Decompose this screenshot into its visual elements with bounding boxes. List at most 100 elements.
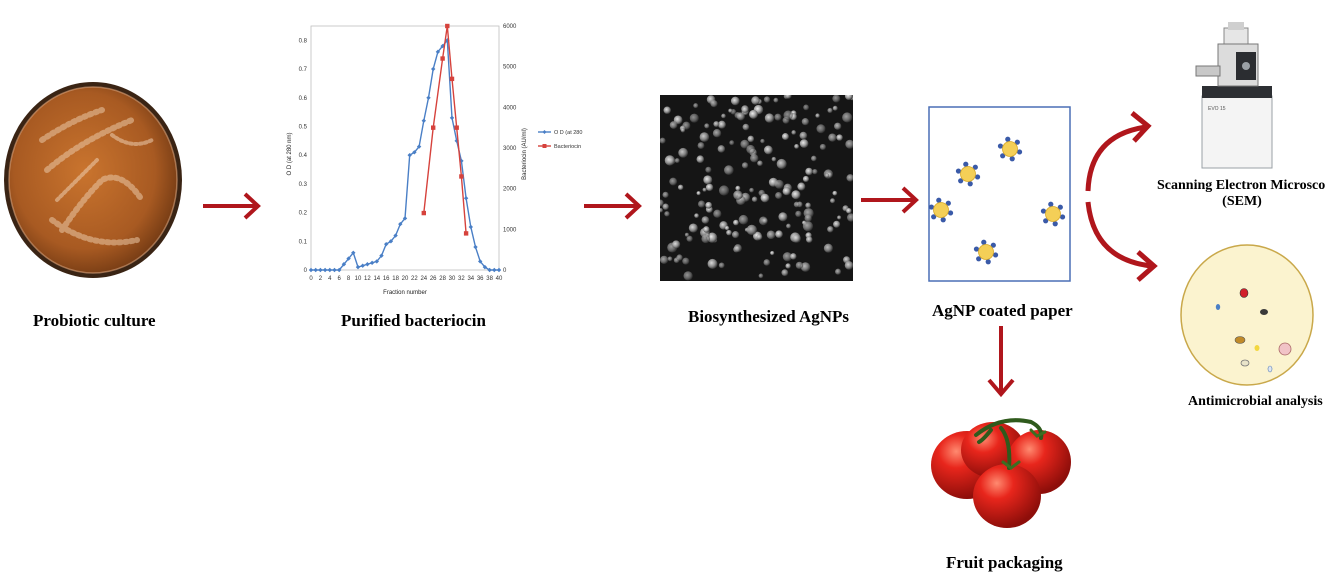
- chart-ylabel-left: O D (at 280 nm): [287, 132, 293, 175]
- y-left-tick-label: 0.5: [299, 124, 308, 130]
- y-left-tick-label: 0.3: [299, 182, 308, 188]
- legend-label: O D (at 280 nm): [554, 130, 583, 136]
- x-tick-label: 38: [486, 276, 493, 282]
- od-point: [374, 259, 379, 264]
- nanoparticle: [684, 232, 690, 237]
- od-point: [449, 115, 455, 121]
- agnp-coated-paper-diagram: [928, 106, 1071, 282]
- nanoparticle: [770, 250, 775, 256]
- nanoparticle: [825, 173, 830, 178]
- od-point: [431, 66, 436, 72]
- nanoparticle: [762, 218, 768, 224]
- nanoparticle: [766, 230, 776, 240]
- nanoparticle: [712, 129, 722, 138]
- caption-purified-bacteriocin: Purified bacteriocin: [341, 311, 486, 330]
- nanoparticle: [806, 236, 813, 243]
- od-point: [351, 250, 356, 255]
- od-point: [393, 233, 398, 238]
- od-point: [416, 144, 422, 149]
- series-line-bacteriocin: [423, 25, 467, 234]
- y-left-tick-label: 0.8: [299, 38, 308, 44]
- nanoparticle: [672, 240, 681, 249]
- nanoparticle: [783, 110, 793, 120]
- nanoparticle: [705, 166, 712, 173]
- od-point: [407, 152, 412, 158]
- nanoparticle: [717, 145, 726, 153]
- x-tick-label: 34: [467, 276, 474, 282]
- nanoparticle: [746, 144, 756, 154]
- nanoparticle: [846, 174, 853, 182]
- nanoparticle: [728, 108, 733, 113]
- probiotic-culture-plate: [2, 80, 184, 280]
- caption-agnp-coated-paper: AgNP coated paper: [932, 301, 1073, 320]
- od-point: [402, 216, 408, 221]
- y-left-tick-label: 0.6: [299, 96, 308, 102]
- od-point: [313, 267, 318, 273]
- od-point: [327, 267, 332, 273]
- nanoparticle: [786, 223, 791, 229]
- nanoparticle: [724, 225, 730, 231]
- nanoparticle: [794, 143, 800, 149]
- nanoparticle: [812, 168, 818, 175]
- nanoparticle: [750, 154, 759, 163]
- nanoparticle: [693, 103, 699, 109]
- nanoparticle: [819, 143, 827, 151]
- od-point: [487, 267, 492, 273]
- nanoparticle: [842, 112, 853, 123]
- nanoparticle: [776, 158, 787, 169]
- nanoparticle: [774, 113, 782, 121]
- nanoparticle: [760, 193, 770, 203]
- chart-xlabel: Fraction number: [383, 290, 427, 296]
- nanoparticle: [713, 209, 722, 218]
- curved-arrow-up-icon: [1085, 111, 1152, 192]
- nanoparticle: [686, 235, 693, 242]
- nanoparticle: [763, 96, 771, 103]
- agnp-micrograph-image: [660, 95, 853, 281]
- nanoparticle: [660, 199, 664, 207]
- chart-plot-area: [310, 25, 500, 271]
- nanoparticle: [680, 128, 686, 133]
- nanoparticle: [785, 95, 792, 99]
- coated-nanoparticle: [955, 161, 981, 187]
- nanoparticle: [828, 133, 837, 142]
- nanoparticle: [697, 200, 706, 208]
- od-point: [492, 267, 497, 273]
- nanoparticle: [836, 134, 843, 141]
- od-point: [412, 150, 417, 155]
- x-tick-label: 2: [319, 276, 323, 282]
- nanoparticle: [741, 105, 749, 113]
- nanoparticle: [816, 124, 826, 134]
- nanoparticle: [774, 179, 784, 189]
- y-left-tick-label: 0.7: [299, 67, 308, 73]
- od-point: [379, 253, 384, 258]
- nanoparticle: [662, 203, 669, 210]
- nanoparticle: [676, 254, 683, 261]
- od-point: [318, 267, 323, 273]
- nanoparticle: [801, 118, 810, 126]
- x-tick-label: 36: [477, 276, 484, 282]
- nanoparticle: [833, 220, 841, 228]
- nanoparticle: [710, 100, 718, 108]
- nanoparticle: [805, 167, 813, 176]
- nanoparticle: [677, 184, 684, 191]
- nanoparticle: [705, 201, 713, 209]
- bacteriocin-point: [463, 231, 469, 236]
- series-line-od: [311, 38, 499, 271]
- nanoparticle: [775, 230, 783, 239]
- nanoparticle: [846, 208, 852, 214]
- bacteriocin-point: [459, 174, 464, 179]
- nanoparticle: [799, 131, 808, 140]
- instrument-label: EVO 15: [1208, 106, 1226, 112]
- bacteriocin-chart: 0 2 4 6 8 10 12 14 16 18 20 22 24 26 28 30 32 34 36 38 4000.…: [287, 23, 583, 296]
- nanoparticle: [797, 182, 806, 191]
- arrow-right-icon: [861, 186, 919, 214]
- nanoparticle: [749, 187, 754, 193]
- y-left-tick-label: 0.2: [299, 211, 308, 217]
- nanoparticle: [790, 253, 797, 260]
- nanoparticle: [763, 259, 771, 266]
- caption-probiotic-culture: Probiotic culture: [33, 311, 156, 330]
- sem-instrument-image: EVO 15: [1195, 22, 1273, 169]
- nanoparticle: [660, 207, 663, 213]
- legend-marker: [542, 144, 547, 148]
- curved-arrow-down-icon: [1085, 201, 1158, 282]
